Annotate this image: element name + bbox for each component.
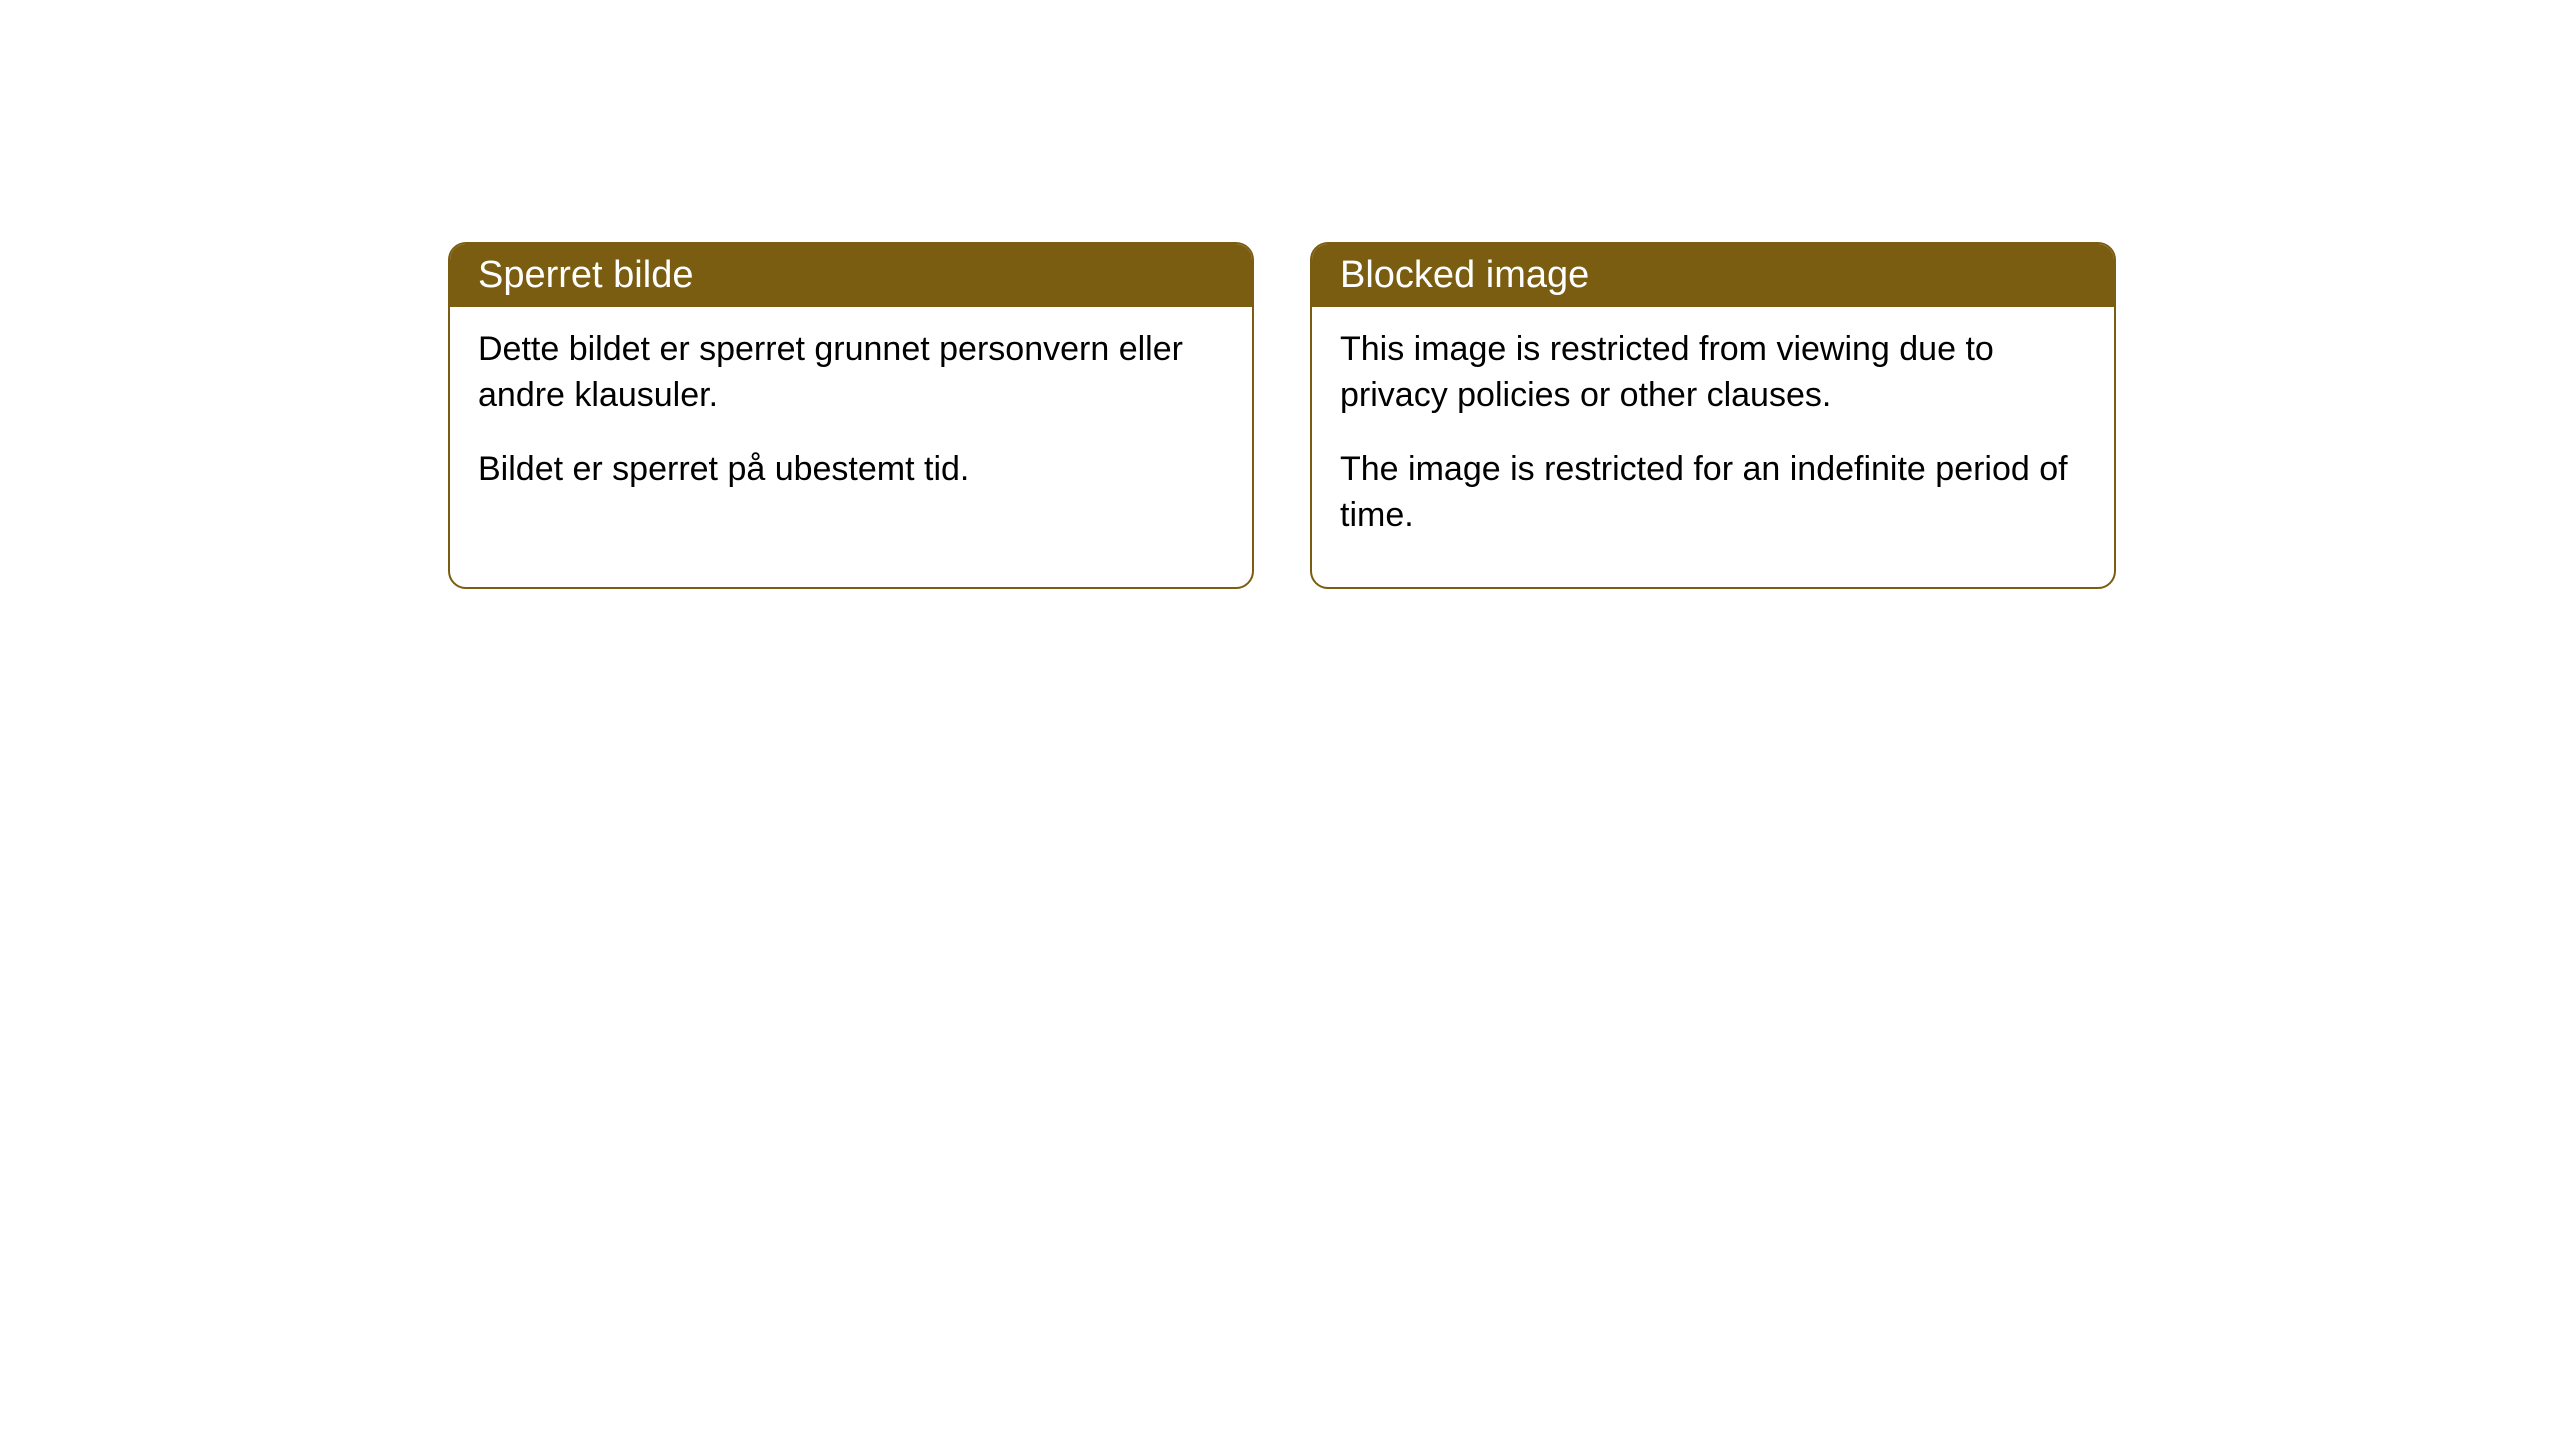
card-body: Dette bildet er sperret grunnet personve… <box>450 307 1252 541</box>
card-title: Sperret bilde <box>478 254 693 296</box>
card-header: Blocked image <box>1312 244 2114 307</box>
blocked-image-card-en: Blocked image This image is restricted f… <box>1310 242 2116 589</box>
card-paragraph: Bildet er sperret på ubestemt tid. <box>478 447 1224 493</box>
card-paragraph: This image is restricted from viewing du… <box>1340 327 2086 419</box>
card-paragraph: Dette bildet er sperret grunnet personve… <box>478 327 1224 419</box>
blocked-image-card-no: Sperret bilde Dette bildet er sperret gr… <box>448 242 1254 589</box>
card-body: This image is restricted from viewing du… <box>1312 307 2114 587</box>
card-header: Sperret bilde <box>450 244 1252 307</box>
card-title: Blocked image <box>1340 254 1589 296</box>
cards-container: Sperret bilde Dette bildet er sperret gr… <box>448 242 2116 589</box>
card-paragraph: The image is restricted for an indefinit… <box>1340 447 2086 539</box>
